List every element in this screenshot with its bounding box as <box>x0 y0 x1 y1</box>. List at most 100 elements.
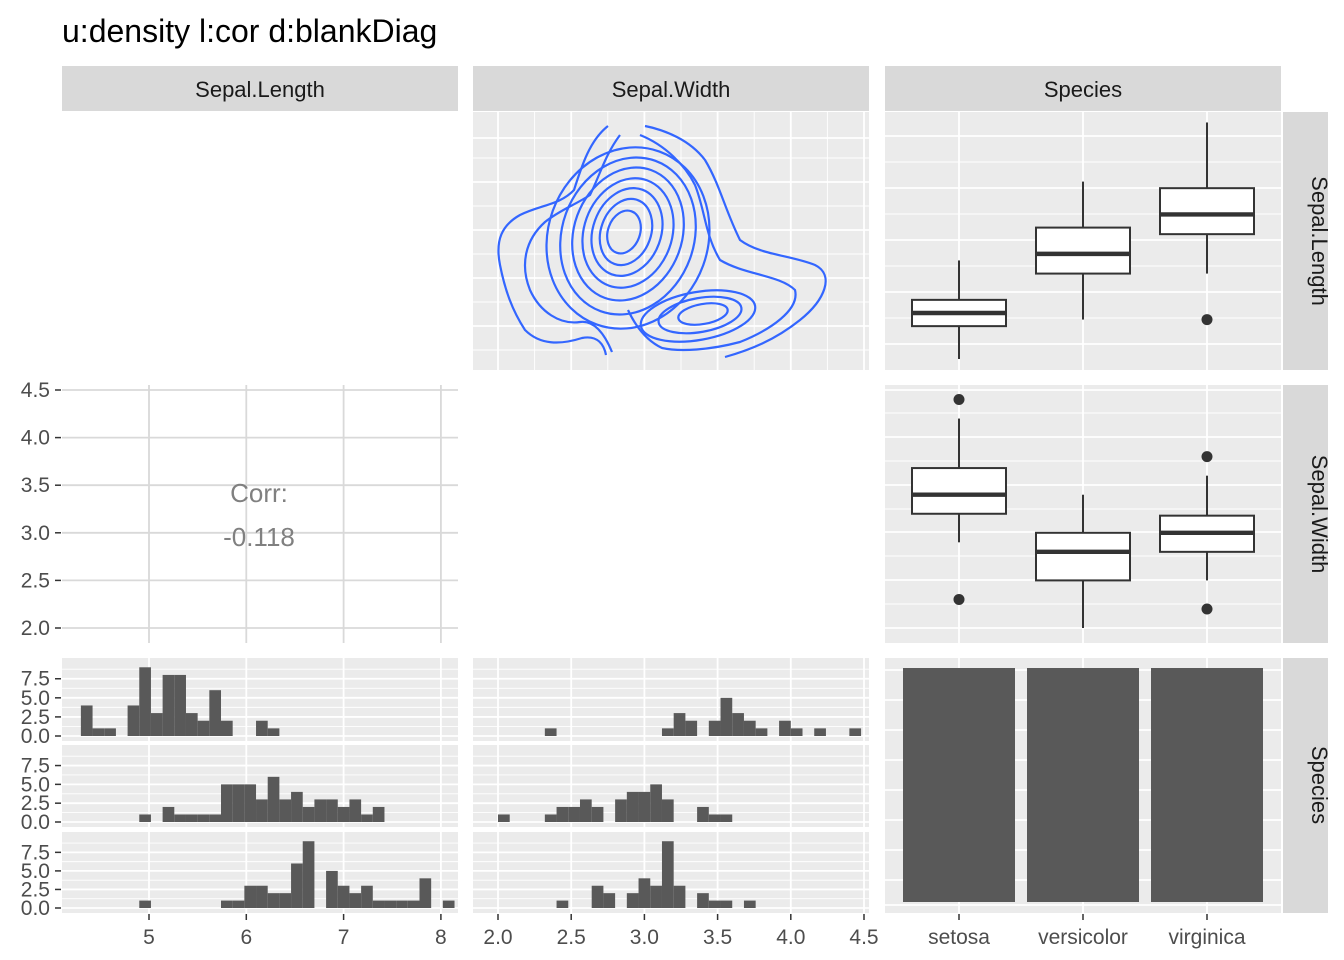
y-tick-label: 0.0 <box>21 725 50 748</box>
histogram-bar-virginica <box>384 900 397 908</box>
histogram-bar-setosa <box>267 728 280 736</box>
outlier-point <box>1201 603 1213 615</box>
contour-line <box>627 133 797 352</box>
histogram-bar-setosa <box>779 720 791 736</box>
histogram-bar-setosa <box>221 720 233 736</box>
histogram-bar-versicolor <box>197 814 210 822</box>
histogram-bar-virginica <box>302 841 315 908</box>
strip-species <box>885 66 1281 111</box>
histogram-bar-virginica <box>372 900 385 908</box>
y-tick-label: 2.5 <box>21 792 50 815</box>
sepal-width-y-axis: 2.0 2.5 3.0 3.5 4.0 4.5 <box>21 379 61 640</box>
histogram-bar-versicolor <box>162 806 175 822</box>
histogram-bar-setosa <box>814 728 826 736</box>
histogram-bar-virginica <box>396 900 408 908</box>
y-tick-label: 7.5 <box>21 668 50 691</box>
boxplot-marks <box>911 122 1255 359</box>
x-tick-label: 2.0 <box>483 926 512 949</box>
histogram-background <box>473 658 869 741</box>
histogram-bar-setosa <box>544 728 557 736</box>
strip-label-species: Species <box>1044 77 1122 102</box>
plot-title: u:density l:cor d:blankDiag <box>62 13 437 49</box>
x-tick-label: 5 <box>143 926 155 949</box>
histogram-bar-virginica <box>407 900 420 908</box>
histogram-bar-virginica <box>221 900 233 908</box>
strip-sepal-length <box>62 66 458 111</box>
histogram-bar-virginica <box>603 893 616 908</box>
density-contour-lines <box>497 124 827 359</box>
panel-boxplot-sepal-width <box>885 385 1281 643</box>
histogram-bar-virginica <box>661 841 674 908</box>
x-tick-label: 3.5 <box>703 926 732 949</box>
count-bar-versicolor <box>1027 668 1139 902</box>
box-virginica <box>1159 187 1255 236</box>
x-tick-label: 2.5 <box>557 926 586 949</box>
histogram-bar-virginica <box>697 893 709 908</box>
y-tick-label: 2.5 <box>21 878 50 901</box>
correlation-gridlines <box>62 385 458 643</box>
histogram-bar-virginica <box>361 885 373 908</box>
x-tick-label: versicolor <box>1038 926 1128 949</box>
count-bar-setosa <box>903 668 1015 902</box>
contour-line <box>571 166 685 302</box>
count-bar-virginica <box>1151 668 1263 902</box>
histogram-bar-virginica <box>139 900 151 908</box>
histogram-bar-setosa <box>720 697 733 736</box>
histogram-bar-setosa <box>197 720 210 736</box>
panel-species-counts <box>885 658 1281 913</box>
boxplot-marks <box>911 394 1255 628</box>
histogram-bar-versicolor <box>568 806 580 822</box>
outlier-point <box>1201 451 1213 463</box>
y-tick-label: 3.0 <box>21 522 50 545</box>
outlier-point <box>953 593 965 605</box>
histogram-bar-virginica <box>720 900 733 908</box>
y-tick-label: 2.0 <box>21 617 50 640</box>
histogram-bar-versicolor <box>626 791 639 822</box>
histogram-bar-versicolor <box>244 784 257 822</box>
histogram-bar-versicolor <box>291 791 303 822</box>
contour-line <box>639 289 757 343</box>
histogram-bar-versicolor <box>579 799 592 822</box>
contour-line <box>606 209 642 255</box>
histogram-bar-versicolor <box>302 806 315 822</box>
histogram-bar-setosa <box>92 728 105 736</box>
row-strip-species <box>1283 658 1328 913</box>
histogram-bar-versicolor <box>232 784 245 822</box>
histogram-bar-virginica <box>419 878 432 908</box>
histogram-bar-versicolor <box>650 784 662 822</box>
histogram-bar-versicolor <box>708 814 721 822</box>
sepal-length-x-axis: 5 6 7 8 <box>143 914 447 949</box>
histogram-bar-versicolor <box>279 799 292 822</box>
histogram-bar-virginica <box>349 893 362 908</box>
corr-value: -0.118 <box>223 522 295 552</box>
strip-label-sepal-width: Sepal.Width <box>612 77 731 102</box>
histogram-bar-versicolor <box>661 799 674 822</box>
histogram-bar-setosa <box>849 728 862 736</box>
x-tick-label: 4.5 <box>849 926 878 949</box>
histogram-bar-setosa <box>209 690 222 736</box>
histogram-bar-versicolor <box>139 814 151 822</box>
contour-line <box>598 197 654 267</box>
contour-line <box>657 295 743 335</box>
histogram-bar-setosa <box>162 674 175 736</box>
box-versicolor <box>1035 531 1131 582</box>
histogram-bar-virginica <box>650 885 662 908</box>
contour-line <box>559 156 697 316</box>
histogram-bar-versicolor <box>615 799 627 822</box>
histogram-bar-virginica <box>326 870 338 908</box>
sepal-width-x-axis: 2.0 2.5 3.0 3.5 4.0 4.5 <box>483 914 879 949</box>
x-tick-label: 3.0 <box>630 926 659 949</box>
histogram-bar-virginica <box>442 900 455 908</box>
histogram-bar-virginica <box>743 900 756 908</box>
contour-line <box>497 125 609 356</box>
histogram-bar-versicolor <box>349 799 362 822</box>
outlier-point <box>1201 314 1213 326</box>
histogram-bar-versicolor <box>544 814 557 822</box>
y-tick-label: 7.5 <box>21 755 50 778</box>
x-tick-label: 7 <box>338 926 350 949</box>
panel-correlation: Corr: -0.118 2.0 2.5 3.0 3.5 4.0 4.5 <box>21 379 458 643</box>
contour-line <box>545 146 711 330</box>
histogram-bar-setosa <box>790 728 803 736</box>
box-setosa <box>911 467 1007 515</box>
